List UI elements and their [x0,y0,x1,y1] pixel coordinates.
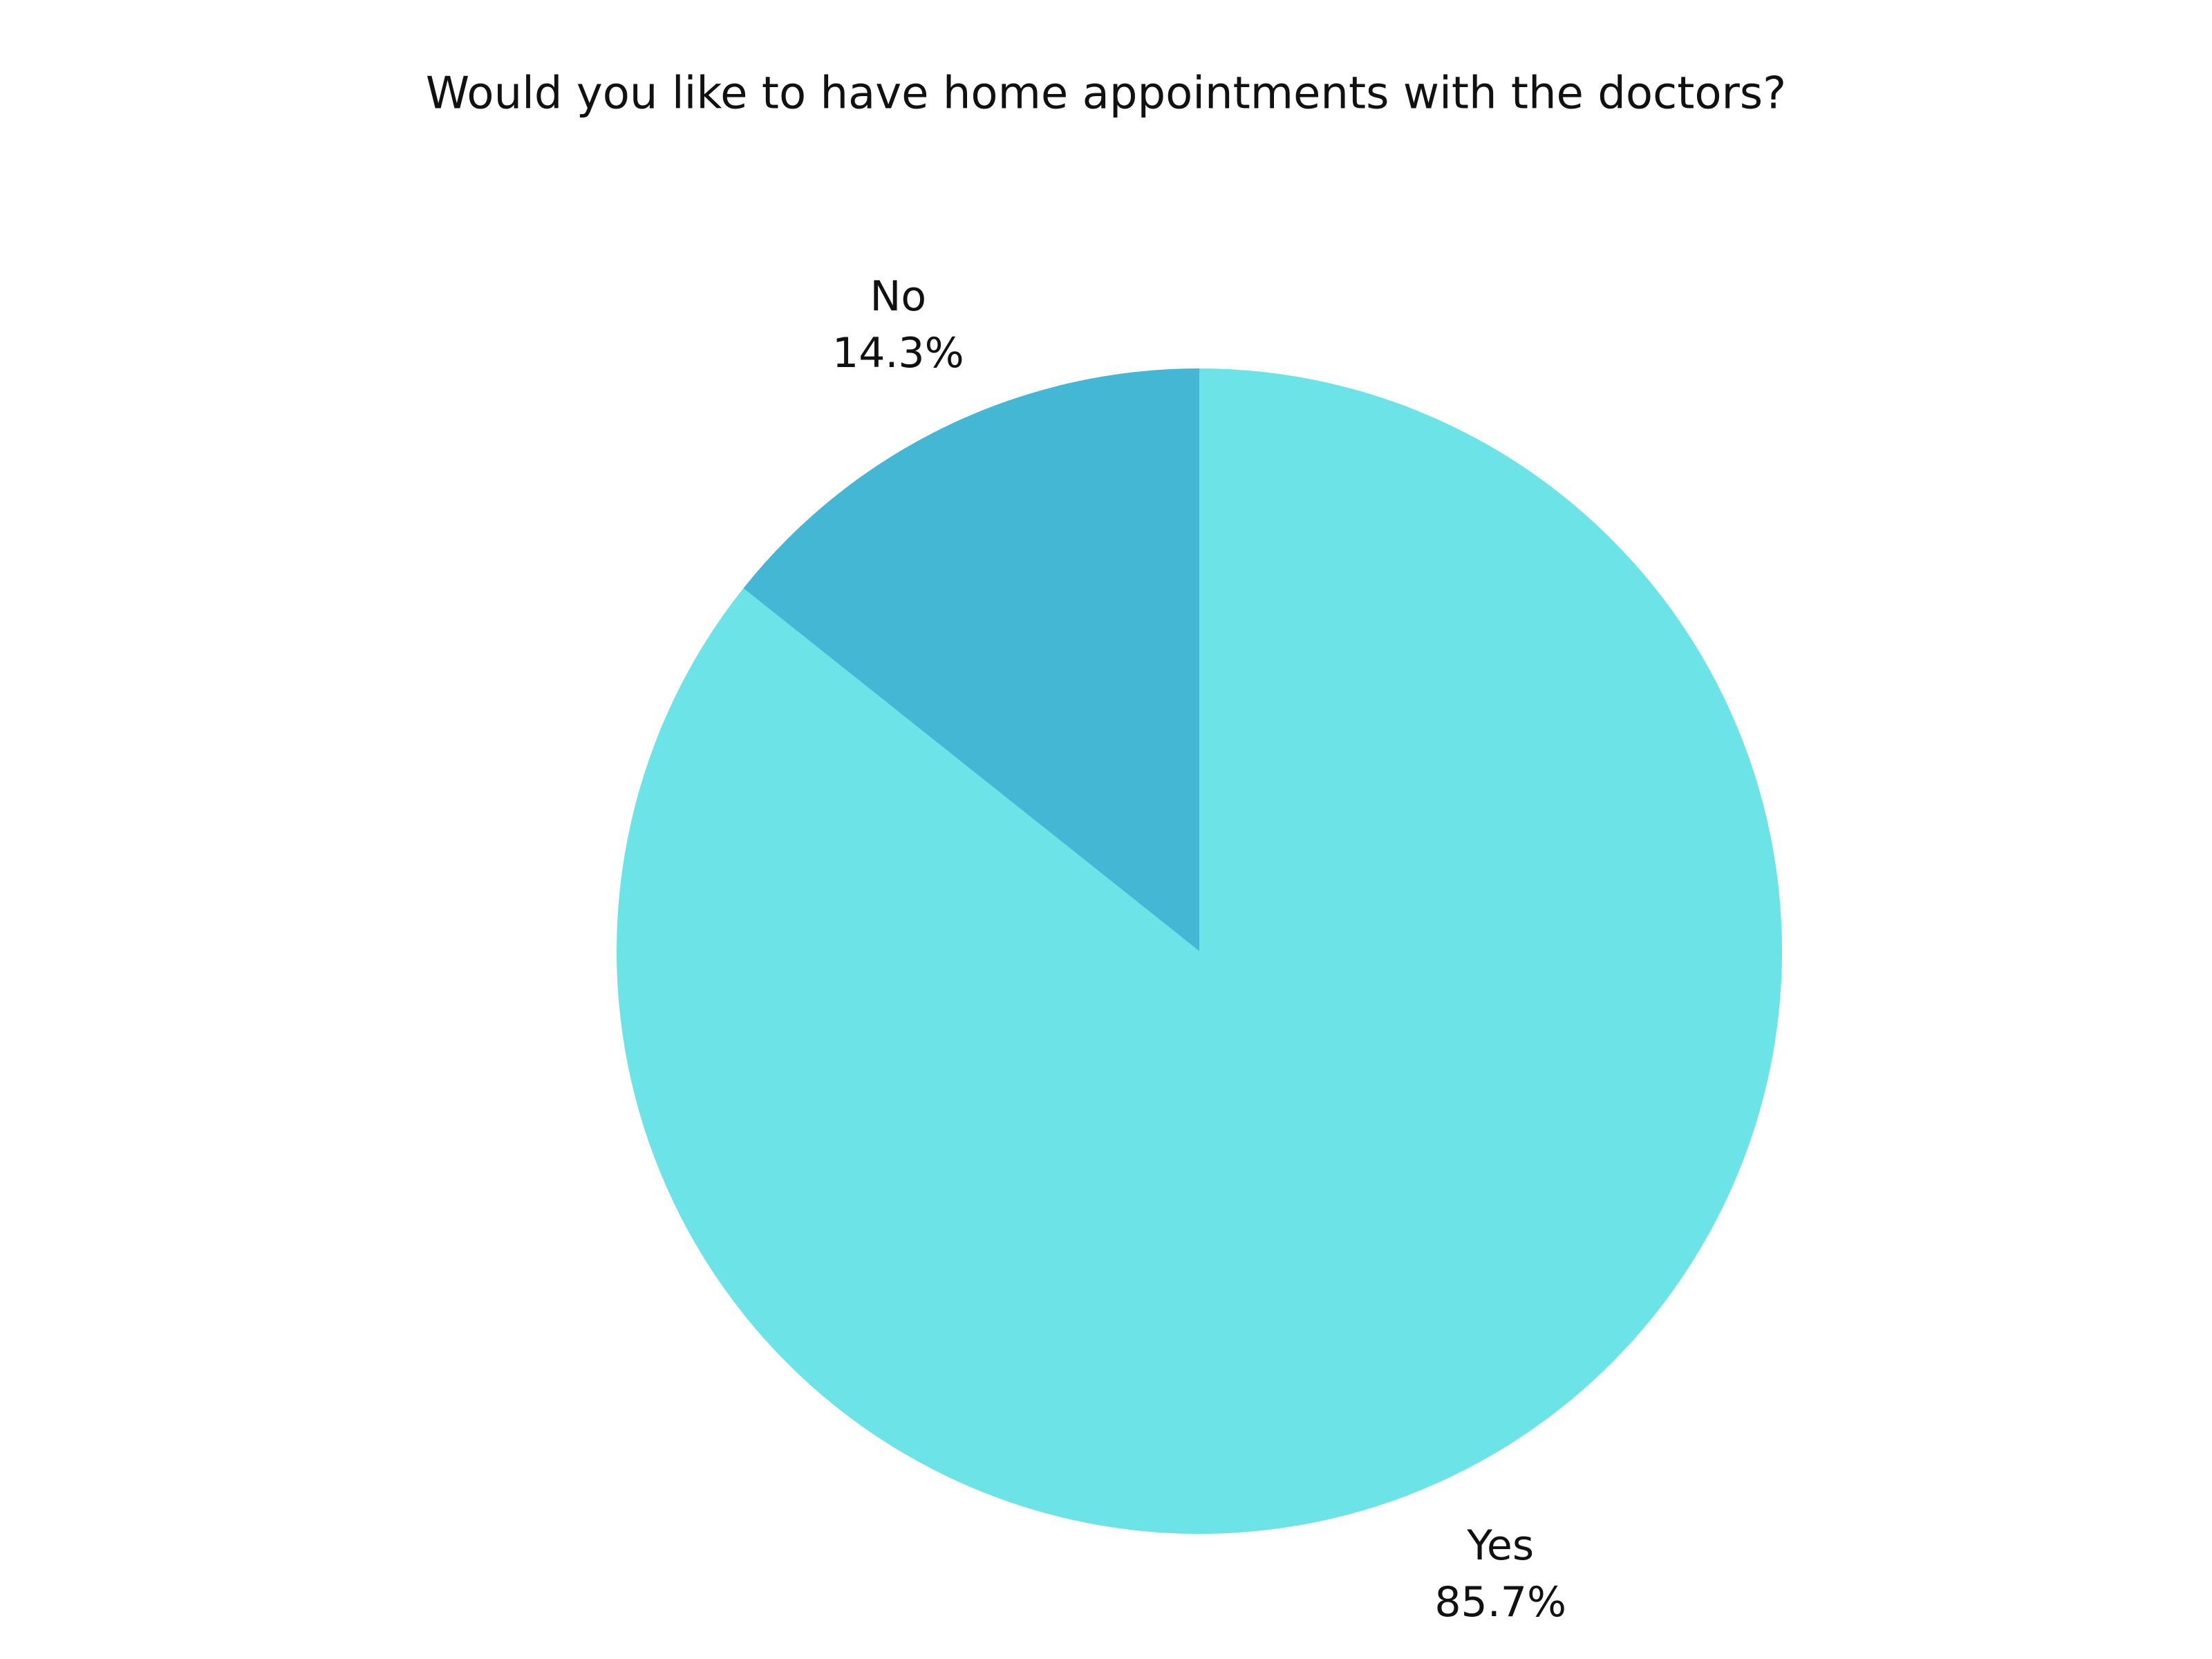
slice-label: Yes [1466,1521,1534,1570]
slice-value-label: 85.7% [1434,1578,1566,1627]
slice-label: No [870,272,927,321]
slice-value-label: 14.3% [832,329,964,377]
pie-slice [617,368,1782,1534]
chart-title: Would you like to have home appointments… [426,68,1786,120]
pie-slice [743,368,1199,951]
